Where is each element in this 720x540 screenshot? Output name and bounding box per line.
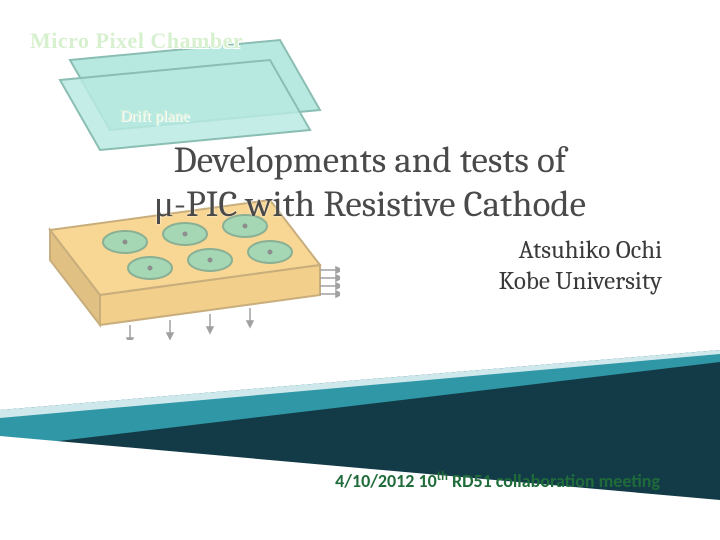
author-name: Atsuhiko Ochi [362,236,662,267]
author-affiliation: Kobe University [362,267,662,298]
footer-date: 4/10/2012 [335,470,414,492]
footer-ordinal-suffix: th [437,469,448,484]
title-line-2: μ-PIC with Resistive Cathode [154,184,586,226]
header-title: Micro Pixel Chamber [30,28,243,54]
author-block: Atsuhiko Ochi Kobe University [362,236,662,297]
footer-meeting-info: 4/10/2012 10th RD51 collaboration meetin… [335,469,660,492]
footer-wedge [0,340,720,540]
footer-ordinal: 10 [419,470,437,492]
footer-meeting-name: RD51 collaboration meeting [452,470,660,492]
drift-plane-shape [60,40,320,150]
slide-title: Developments and tests of μ-PIC with Res… [60,140,680,227]
title-line-1: Developments and tests of [174,140,567,182]
drift-plane-label: Drift plane [120,108,190,126]
